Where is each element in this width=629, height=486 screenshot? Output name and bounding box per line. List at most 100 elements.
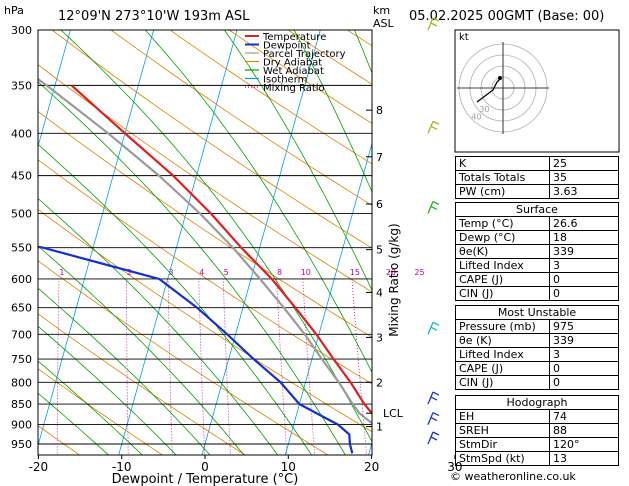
index-label: StmSpd (kt) [455,451,550,466]
wet-adiabat-line [38,392,109,455]
pressure-level-lines [38,29,372,445]
index-label: CIN (J) [455,286,550,301]
index-row: Totals Totals 35 [455,170,619,185]
wind-barb-icon [427,120,440,134]
index-row: CIN (J) 0 [455,286,619,301]
dry-adiabat-line [169,30,372,165]
index-value: 120° [549,437,619,452]
hodograph-ring-label: 40 [471,113,481,122]
wet-adiabat-line [38,360,143,455]
index-label: Temp (°C) [455,216,550,231]
x-tick-label: 0 [201,460,209,474]
mixing-ratio-label: 8 [277,268,282,277]
index-value: 35 [549,170,619,185]
wind-barb-icon [427,431,440,445]
height-unit: km [373,4,390,17]
mixing-ratio-label: 20 [386,268,396,277]
x-tick-label: 20 [364,460,379,474]
index-value: 26.6 [549,216,619,231]
index-row: θe (K) 339 [455,333,619,348]
index-label: K [455,156,550,171]
wet-adiabat-line [38,325,177,455]
wet-adiabat-line [38,197,279,455]
index-label: Dewp (°C) [455,230,550,245]
mixing-ratio-label: 2 [127,268,132,277]
pressure-tick-label: 550 [11,242,32,255]
index-row: Temp (°C) 26.6 [455,216,619,231]
dry-adiabat-line [38,260,329,455]
index-row: CAPE (J) 0 [455,361,619,376]
index-label: PW (cm) [455,184,550,199]
pressure-tick-label: 350 [11,79,32,92]
most-unstable-title: Most Unstable [455,305,619,320]
height-tick-label: 7 [376,151,383,164]
index-row: CIN (J) 0 [455,375,619,390]
index-row: StmDir 120° [455,437,619,452]
pressure-axis: 300 350 400 450 500 550 600 650 700 750 800 850 900 9… [11,24,32,451]
wind-barb-icon [427,411,440,425]
index-row: K 25 [455,156,619,171]
most-unstable-table: Most Unstable Pressure (mb) 975 θe (K) 339 L… [455,305,619,390]
surface-table: Surface Temp (°C) 26.6 Dewp (°C) 18 θe(K) 339… [455,202,619,301]
wind-barb-icon [427,391,440,405]
mixing-ratio-label: 25 [414,268,424,277]
height-tick-label: 5 [376,244,383,257]
index-label: Lifted Index [455,258,550,273]
pressure-tick-label: 950 [11,438,32,451]
pressure-tick-label: 600 [11,273,32,286]
index-value: 0 [549,375,619,390]
index-label: EH [455,409,550,424]
dewpoint-line [38,245,354,454]
pressure-tick-label: 800 [11,376,32,389]
x-tick-label: -20 [29,460,49,474]
mixing-ratio-line [167,278,173,455]
pressure-tick-label: 500 [11,207,32,220]
hodograph-title: Hodograph [455,395,619,410]
legend-temperature-label: Temperature [262,32,326,43]
pressure-tick-label: 400 [11,127,32,140]
legend-isotherm-label: Isotherm [263,75,307,86]
dry-adiabat-line [38,110,372,338]
wet-adiabat-line [38,245,245,455]
index-value: 74 [549,409,619,424]
index-label: StmDir [455,437,550,452]
run-datetime: 05.02.2025 00GMT (Base: 00) [409,9,604,24]
mixing-ratio-label: 5 [224,268,229,277]
index-row: EH 74 [455,409,619,424]
height-tick-label: 4 [376,286,383,299]
index-value: 0 [549,272,619,287]
mixing-ratio-label: 3 [169,268,174,277]
isotherm-line [38,30,71,148]
index-label: SREH [455,423,550,438]
wet-adiabat-line [60,30,372,443]
stability-indices-table: K 25 Totals Totals 35 PW (cm) 3.63 [455,156,619,199]
index-value: 13 [549,451,619,466]
wet-adiabat-line [144,30,372,374]
index-value: 3.63 [549,184,619,199]
index-label: Totals Totals [455,170,550,185]
index-label: CIN (J) [455,375,550,390]
x-axis-label: Dewpoint / Temperature (°C) [112,472,299,486]
pressure-tick-label: 850 [11,398,32,411]
lcl-label: LCL [383,407,404,420]
profile-lines [38,77,372,454]
legend-mixing-ratio-label: Mixing Ratio [263,83,325,94]
index-row: Pressure (mb) 975 [455,319,619,334]
index-label: CAPE (J) [455,272,550,287]
mixing-ratio-line [302,278,316,455]
dry-adiabat-line [621,18,629,463]
legend-dewpoint-label: Dewpoint [263,41,311,52]
pressure-tick-label: 750 [11,353,32,366]
index-value: 18 [549,230,619,245]
index-row: StmSpd (kt) 13 [455,451,619,466]
station-location: 12°09'N 273°10'W 193m ASL [58,9,250,24]
wind-barb-icon [427,200,440,214]
mixing-ratio-labels: 1 2 3 4 5 8 10 15 20 25 [59,268,424,277]
dry-adiabat-line [51,30,372,249]
index-label: Lifted Index [455,347,550,362]
storm-motion-marker [498,76,502,80]
index-value: 88 [549,423,619,438]
